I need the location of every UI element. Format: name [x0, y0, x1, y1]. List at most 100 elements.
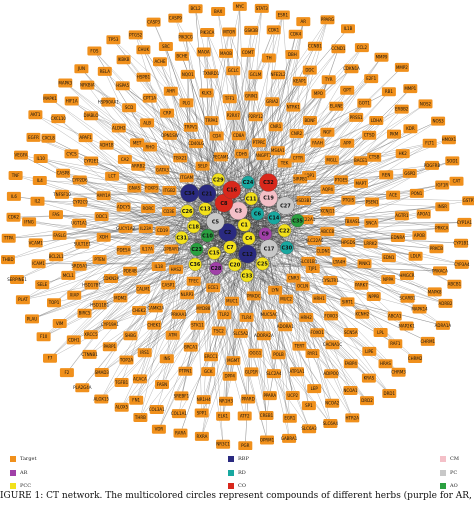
compound-node-label: C34: [184, 191, 195, 197]
target-node-label: GPT: [343, 88, 352, 93]
target-node-box: [1, 255, 15, 265]
target-node: F2: [59, 368, 74, 378]
target-node-label: PARP1: [103, 344, 116, 349]
target-node-label: MS4A1: [271, 148, 285, 153]
target-node-label: CTSB: [369, 155, 380, 160]
target-node-label: AQP1: [304, 173, 315, 178]
target-node-box: [408, 354, 423, 363]
target-node-box: [137, 348, 152, 358]
target-node: ERBB2: [394, 104, 409, 114]
target-node: CD8A: [231, 131, 246, 141]
target-node: SHBG: [123, 331, 138, 341]
target-node-box: [194, 431, 209, 441]
target-node-box: [173, 428, 188, 438]
target-node-box: [320, 227, 335, 237]
target-node-box: [226, 66, 241, 76]
compound-node-label: C19: [263, 195, 274, 201]
target-node: MAPK8: [427, 287, 442, 297]
target-node-box: [360, 396, 374, 406]
edge: [268, 128, 411, 249]
target-node-box: [354, 280, 369, 290]
target-node: COL3A1: [149, 405, 165, 414]
target-node-label: ATM: [169, 333, 178, 338]
target-node-box: [64, 149, 79, 159]
target-node: GCLC: [226, 66, 241, 76]
target-node-box: [159, 354, 174, 364]
target-node-box: [136, 284, 151, 294]
target-node-box: [30, 196, 45, 206]
target-node-box: [49, 210, 63, 220]
target-node: RARA: [173, 428, 188, 438]
target-node: GABRA1: [281, 433, 298, 443]
target-node: CCND1: [331, 44, 346, 54]
target-node-label: BACE1: [354, 158, 368, 163]
target-node-label: BCL2: [190, 6, 201, 11]
target-node: ITGB2: [162, 186, 177, 195]
compound-node: C31: [175, 231, 189, 245]
target-node-box: [363, 239, 378, 249]
edge: [265, 233, 310, 406]
target-node: PDE4B: [123, 266, 138, 276]
target-node-label: HPGDS: [341, 240, 356, 245]
edge: [206, 69, 310, 194]
target-node-label: PDE5A: [117, 248, 131, 253]
target-node-label: LRRK2: [364, 241, 377, 246]
target-node-label: CTNNB1: [81, 352, 98, 357]
target-node-label: SELE: [37, 282, 47, 287]
target-node: CDK2: [6, 212, 21, 222]
target-node: FABP4: [343, 359, 358, 369]
target-node: HRH2: [299, 312, 314, 322]
target-node: ADRA1A: [435, 320, 451, 330]
edge: [286, 165, 433, 248]
target-node-box: [131, 161, 146, 171]
target-node-label: RXRA: [196, 434, 207, 439]
target-node-label: NQO1: [182, 72, 194, 77]
compound-node-circle: [241, 175, 255, 190]
compound-node: C32: [259, 173, 278, 192]
target-node-label: THRB: [134, 415, 146, 420]
target-node-label: ECE1: [208, 285, 219, 290]
target-node-label: GLP1R: [245, 369, 258, 374]
target-node: KCNH2: [355, 309, 370, 319]
legend-swatch: [440, 483, 446, 489]
target-node: ODC1: [94, 212, 109, 221]
edge: [265, 120, 377, 235]
target-node-box: [162, 186, 177, 195]
target-node-box: [211, 326, 226, 336]
target-node-label: APAF1: [79, 135, 92, 140]
target-node-box: [248, 348, 263, 358]
target-node: SMAD3: [95, 368, 109, 377]
target-node-label: TXNRD1: [202, 71, 220, 76]
target-node-label: CDK1: [268, 27, 279, 32]
target-node-label: ESR1: [278, 12, 289, 17]
edge: [268, 57, 382, 198]
edge: [234, 264, 256, 354]
target-node: CYCS: [64, 149, 79, 159]
compound-node: C23: [190, 242, 204, 257]
target-node-box: [94, 212, 109, 221]
target-node-label: F2: [64, 370, 69, 375]
target-node: LRRK2: [363, 239, 378, 249]
legend-item-pcc: PCC: [10, 483, 31, 489]
target-node: OCLN: [295, 281, 310, 291]
target-node-label: COL1A1: [171, 411, 187, 416]
target-node-box: [84, 156, 99, 166]
target-node: TRPA1: [204, 116, 219, 126]
target-node-box: [136, 45, 151, 55]
target-node: GPT: [340, 85, 355, 95]
target-node-label: ACHE: [155, 59, 166, 64]
target-node: CD19: [155, 226, 170, 236]
legend-item-cm: CM: [440, 456, 459, 462]
target-node-box: [78, 133, 93, 143]
edge: [94, 50, 219, 180]
target-node-box: [173, 153, 188, 163]
edge: [181, 237, 231, 248]
target-node-box: [151, 424, 166, 434]
target-node-label: KLK3: [202, 90, 212, 95]
compound-node-label: C22: [279, 228, 290, 234]
target-node-label: PIK3CG: [178, 34, 193, 39]
target-node-box: [32, 176, 47, 185]
target-node-label: SIRPB1: [293, 176, 308, 181]
target-node: AR: [296, 17, 311, 27]
target-node-box: [386, 190, 401, 200]
